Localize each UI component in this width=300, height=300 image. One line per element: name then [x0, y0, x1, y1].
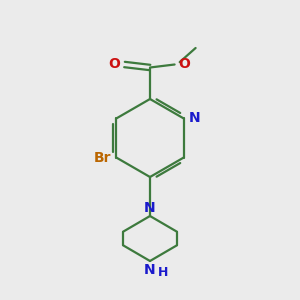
Text: Br: Br	[94, 151, 112, 164]
Text: O: O	[178, 58, 190, 71]
Text: N: N	[144, 263, 156, 278]
Text: N: N	[188, 112, 200, 125]
Text: O: O	[109, 58, 121, 71]
Text: N: N	[144, 200, 156, 214]
Text: H: H	[158, 266, 168, 278]
